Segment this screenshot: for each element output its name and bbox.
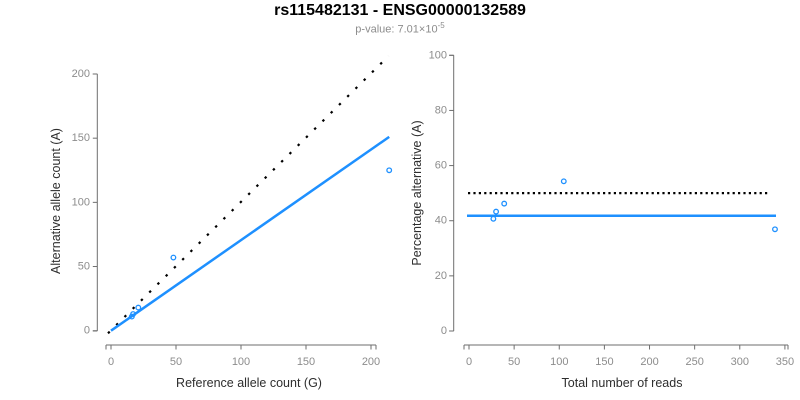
y-tick-label: 80 bbox=[435, 104, 447, 116]
data-point bbox=[772, 226, 778, 233]
data-point bbox=[386, 167, 393, 174]
left-scatter-plot: 0 50 100 150 200 Reference allele count (G) 0 5… bbox=[49, 55, 393, 390]
y-tick-label: 40 bbox=[435, 215, 447, 227]
y-tick-label: 150 bbox=[72, 132, 90, 144]
y-axis-title: Alternative allele count (A) bbox=[49, 128, 63, 274]
data-point bbox=[493, 208, 500, 215]
p-value-subtitle: p-value: 7.01×10-5 bbox=[0, 21, 800, 36]
p-value-mantissa: 7.01×10 bbox=[397, 23, 438, 36]
identity-dotted-line bbox=[107, 55, 390, 335]
y-tick-label: 20 bbox=[435, 270, 447, 282]
data-point bbox=[560, 178, 567, 185]
y-axis-title: Percentage alternative (A) bbox=[410, 120, 424, 265]
page-title: rs115482131 - ENSG00000132589 bbox=[274, 2, 526, 19]
data-point bbox=[135, 304, 142, 311]
x-axis-title: Total number of reads bbox=[562, 376, 683, 390]
x-axis-title: Reference allele count (G) bbox=[176, 376, 322, 390]
x-tick-label: 100 bbox=[550, 356, 568, 368]
x-tick-label: 250 bbox=[685, 356, 703, 368]
y-tick-label: 100 bbox=[429, 49, 447, 61]
y-tick-label: 0 bbox=[84, 325, 90, 337]
data-point bbox=[490, 215, 497, 222]
y-tick-label: 100 bbox=[72, 196, 90, 208]
x-tick-label: 0 bbox=[108, 356, 114, 368]
data-point bbox=[170, 254, 177, 261]
x-tick-label: 50 bbox=[508, 356, 520, 368]
x-tick-label: 100 bbox=[232, 356, 250, 368]
regression-line bbox=[110, 135, 390, 332]
x-tick-label: 0 bbox=[466, 356, 472, 368]
y-tick-label: 60 bbox=[435, 160, 447, 172]
y-tick-label: 200 bbox=[72, 68, 90, 80]
y-tick-label: 50 bbox=[78, 261, 90, 273]
x-tick-label: 50 bbox=[170, 356, 182, 368]
p-value-exponent: -5 bbox=[437, 21, 445, 30]
p-value-label: p-value: bbox=[355, 23, 398, 36]
x-tick-label: 350 bbox=[776, 356, 794, 368]
x-tick-label: 300 bbox=[731, 356, 749, 368]
x-tick-label: 200 bbox=[640, 356, 658, 368]
data-point bbox=[501, 200, 508, 207]
x-tick-label: 150 bbox=[297, 356, 315, 368]
x-tick-label: 150 bbox=[595, 356, 613, 368]
x-tick-label: 200 bbox=[362, 356, 380, 368]
y-tick-label: 0 bbox=[441, 325, 447, 337]
